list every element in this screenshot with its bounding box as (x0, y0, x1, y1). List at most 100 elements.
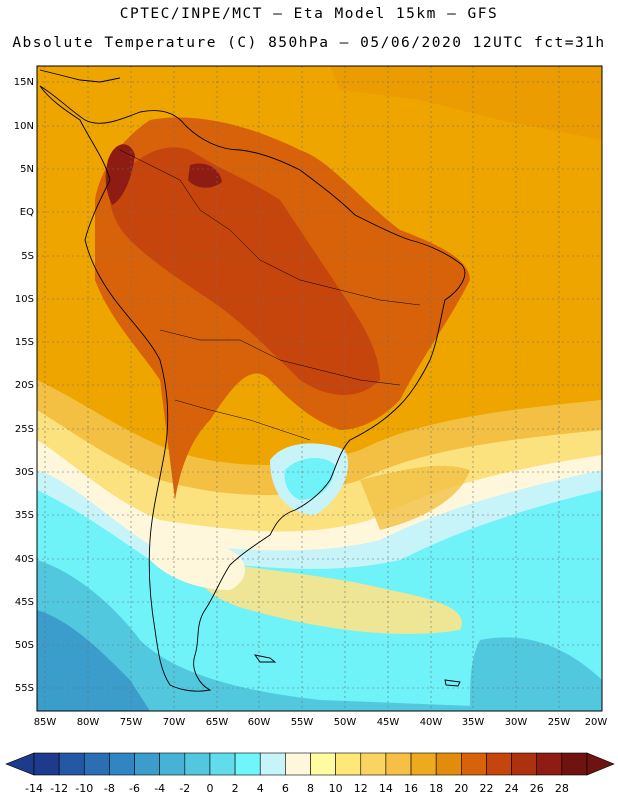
lon-label-45w: 45W (377, 717, 400, 728)
lat-label-10s: 10S (15, 294, 34, 305)
colorbar-label: -12 (50, 782, 68, 795)
map-frame (36, 65, 603, 712)
lat-label-40s: 40S (15, 554, 34, 565)
lon-label-65w: 65W (206, 717, 229, 728)
lon-label-30w: 30W (505, 717, 528, 728)
colorbar-swatch (561, 752, 588, 776)
colorbar-label: 6 (282, 782, 289, 795)
malvinas-coast (253, 654, 277, 663)
colorbar-label: -4 (154, 782, 165, 795)
border-lines-north (119, 149, 421, 306)
lat-label-25s: 25S (15, 424, 34, 435)
lat-label-5s: 5S (21, 251, 34, 262)
colorbar-swatch (486, 752, 512, 776)
title-line-1: CPTEC/INPE/MCT – Eta Model 15km – GFS (119, 6, 499, 22)
colorbar-swatch (511, 752, 538, 776)
central-america-coast (39, 69, 121, 83)
lat-label-10n: 10N (14, 121, 34, 132)
colorbar-swatch (410, 752, 437, 776)
colorbar-label: -10 (75, 782, 93, 795)
lat-label-15n: 15N (14, 77, 34, 88)
border-lines-south (174, 399, 311, 441)
colorbar-label: -6 (129, 782, 140, 795)
colorbar-swatch (83, 752, 110, 776)
colorbar-label: 22 (479, 782, 493, 795)
field-andes-hot (105, 144, 135, 205)
colorbar-swatch (234, 752, 261, 776)
gridlines (37, 66, 602, 711)
colorbar-swatch (461, 752, 487, 776)
lon-label-20w: 20W (585, 717, 608, 728)
colorbar-label: 24 (505, 782, 519, 795)
colorbar-label: 2 (232, 782, 239, 795)
colorbar-swatch (184, 752, 211, 776)
lon-label-55w: 55W (291, 717, 314, 728)
colorbar: -14 -12 -10 -8 -6 -4 -2 0 2 4 6 8 10 12 14 16 18 20 22 24 26… (5, 752, 615, 795)
lon-label-60w: 60W (248, 717, 271, 728)
colorbar-label: 26 (530, 782, 544, 795)
colorbar-swatch (209, 752, 236, 776)
lon-label-70w: 70W (163, 717, 186, 728)
colorbar-swatch (285, 752, 311, 776)
field-atlantic-patch (360, 465, 470, 530)
temperature-field (37, 66, 602, 711)
colorbar-swatch (310, 752, 336, 776)
colorbar-swatch (58, 752, 85, 776)
colorbar-swatch (259, 752, 286, 776)
field-orinoco-hot (188, 163, 222, 188)
lat-label-35s: 35S (15, 510, 34, 521)
colorbar-swatch (385, 752, 412, 776)
colorbar-label: 20 (454, 782, 468, 795)
colorbar-swatch (435, 752, 462, 776)
colorbar-swatch (109, 752, 135, 776)
colorbar-swatch (335, 752, 362, 776)
lat-label-eq: EQ (20, 207, 34, 218)
lat-label-50s: 50S (15, 640, 34, 651)
coastlines (39, 69, 466, 692)
colorbar-arrow-right (586, 752, 615, 776)
lon-label-25w: 25W (548, 717, 571, 728)
lat-label-45s: 45S (15, 597, 34, 608)
colorbar-swatch (33, 752, 60, 776)
colorbar-swatch (134, 752, 160, 776)
colorbar-label: 0 (206, 782, 213, 795)
colorbar-label: 12 (354, 782, 368, 795)
south-america-coast (39, 85, 466, 692)
lat-axis: 15N 10N 5N EQ 5S 10S 15S 20S 25S 30S 35S… (14, 77, 34, 694)
lon-label-40w: 40W (420, 717, 443, 728)
lat-label-30s: 30S (15, 467, 34, 478)
field-land-24 (109, 147, 380, 395)
field-neg4-band (37, 610, 150, 711)
colorbar-label: 8 (307, 782, 314, 795)
lat-label-55s: 55S (15, 683, 34, 694)
colorbar-swatch (360, 752, 387, 776)
title-line-2: Absolute Temperature (C) 850hPa – 05/06/… (12, 35, 606, 51)
colorbar-label: -2 (179, 782, 190, 795)
colorbar-label: 14 (379, 782, 393, 795)
lat-label-15s: 15S (15, 337, 34, 348)
field-se-cold (470, 637, 602, 711)
colorbar-label: 18 (429, 782, 443, 795)
colorbar-label: 4 (257, 782, 264, 795)
lat-label-5n: 5N (20, 164, 34, 175)
field-atlantic-tongue (197, 560, 462, 634)
colorbar-label: 28 (555, 782, 569, 795)
lat-label-20s: 20S (15, 380, 34, 391)
colorbar-label: 10 (329, 782, 343, 795)
border-lines-mid (159, 329, 401, 386)
colorbar-label: -14 (25, 782, 43, 795)
colorbar-swatch (159, 752, 186, 776)
lon-axis: 85W 80W 75W 70W 65W 60W 55W 50W 45W 40W … (34, 717, 608, 728)
lon-label-35w: 35W (462, 717, 485, 728)
colorbar-arrow-left (5, 752, 35, 776)
lon-label-50w: 50W (334, 717, 357, 728)
lon-label-80w: 80W (77, 717, 100, 728)
colorbar-label: 16 (404, 782, 418, 795)
south-georgia-coast (444, 679, 461, 687)
colorbar-label: -8 (104, 782, 115, 795)
lon-label-85w: 85W (34, 717, 57, 728)
field-north-band (330, 66, 602, 140)
field-0-band (37, 560, 602, 711)
colorbar-swatch (536, 752, 563, 776)
